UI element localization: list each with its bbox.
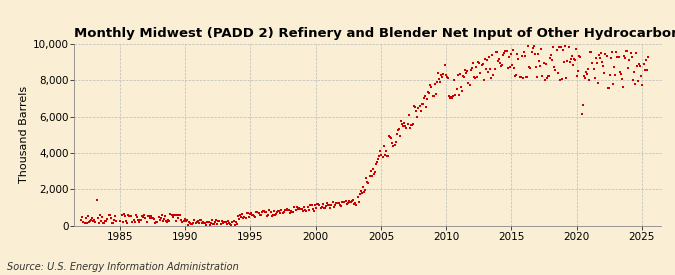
Text: Source: U.S. Energy Information Administration: Source: U.S. Energy Information Administ… xyxy=(7,262,238,272)
Text: Monthly Midwest (PADD 2) Refinery and Blender Net Input of Other Hydrocarbons/Ox: Monthly Midwest (PADD 2) Refinery and Bl… xyxy=(74,27,675,40)
Y-axis label: Thousand Barrels: Thousand Barrels xyxy=(18,86,28,183)
